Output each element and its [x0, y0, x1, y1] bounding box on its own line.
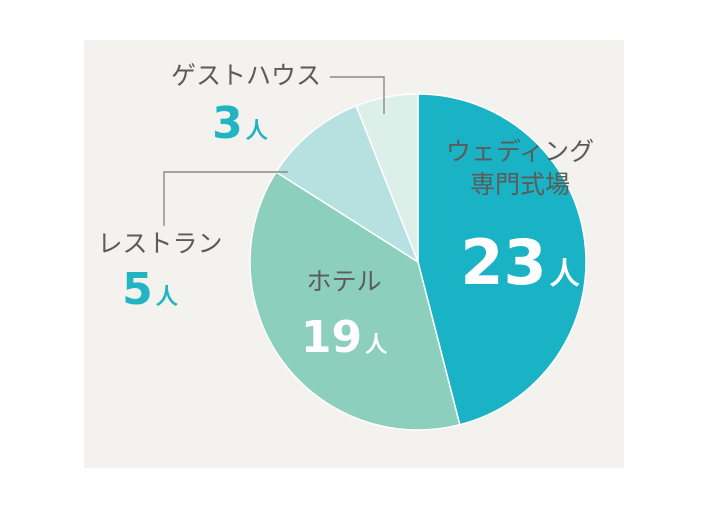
- slice-wedding-venue-label: 専門式場: [470, 170, 570, 199]
- slice-hotel: [249, 170, 461, 431]
- leader-guesthouse: [330, 76, 385, 114]
- slice-guesthouse-label: ゲストハウス: [171, 61, 321, 90]
- slice-restaurant: [275, 104, 420, 264]
- leader-restaurant: [163, 171, 288, 226]
- slice-restaurant-label: レストラン: [97, 229, 222, 258]
- slice-hotel-label: ホテル: [306, 267, 381, 296]
- slice-hotel-value: 19 人: [301, 312, 387, 363]
- slice-wedding-venue-value: 23 人: [460, 226, 579, 299]
- slice-wedding-venue-label: ウェディング: [446, 137, 594, 166]
- slice-guesthouse: [355, 93, 419, 263]
- slice-wedding-venue: [417, 93, 587, 426]
